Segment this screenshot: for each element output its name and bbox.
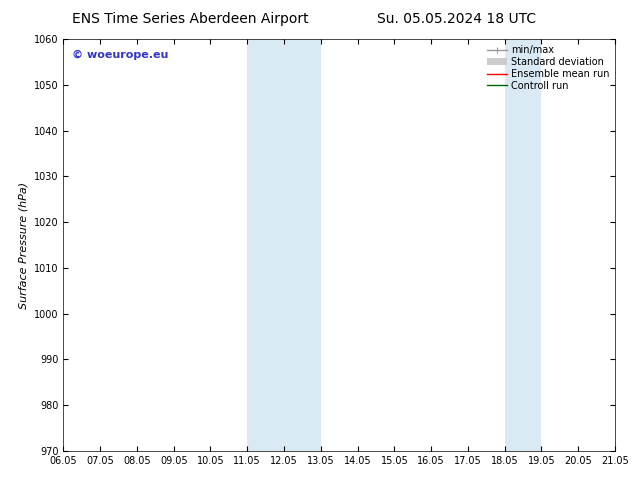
Text: ENS Time Series Aberdeen Airport: ENS Time Series Aberdeen Airport bbox=[72, 12, 309, 26]
Bar bbox=[247, 39, 321, 451]
Y-axis label: Surface Pressure (hPa): Surface Pressure (hPa) bbox=[18, 181, 29, 309]
Text: © woeurope.eu: © woeurope.eu bbox=[72, 49, 168, 60]
Legend: min/max, Standard deviation, Ensemble mean run, Controll run: min/max, Standard deviation, Ensemble me… bbox=[484, 42, 612, 94]
Text: Su. 05.05.2024 18 UTC: Su. 05.05.2024 18 UTC bbox=[377, 12, 536, 26]
Bar bbox=[505, 39, 541, 451]
